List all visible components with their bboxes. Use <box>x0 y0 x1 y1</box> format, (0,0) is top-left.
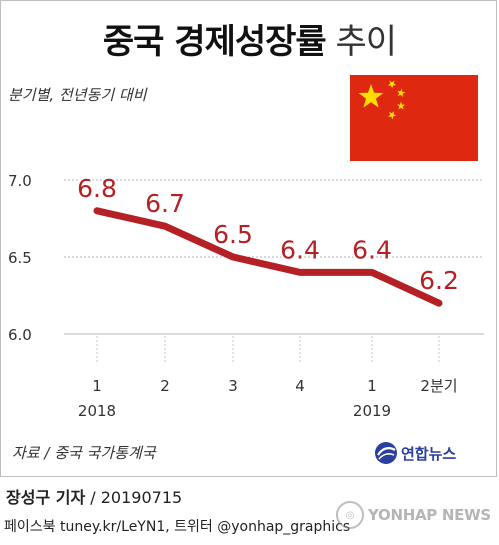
publish-date: / 20190715 <box>90 488 183 507</box>
line-chart: 7.0 6.5 6.0 1 2 3 4 1 2분기 2018 2019 6.8 6.7 6.5 6.4 6.4… <box>8 172 484 420</box>
x-tick-label: 2분기 <box>420 377 457 395</box>
x-tick-label: 1 <box>367 377 377 395</box>
chart-subtitle: 분기별, 전년동기 대비 <box>8 86 147 104</box>
flag-star <box>396 101 406 110</box>
title-trend: 추이 <box>335 22 398 62</box>
data-label: 6.4 <box>352 235 392 264</box>
data-label: 6.8 <box>77 174 117 203</box>
flag-star <box>358 84 384 108</box>
x-tick-label: 2 <box>160 377 170 395</box>
title-main: 중국 경제성장률 <box>102 22 327 62</box>
source-note: 자료 / 중국 국가통계국 <box>12 444 156 462</box>
x-tick-label: 4 <box>295 377 305 395</box>
reporter-name: 장성구 기자 <box>6 488 86 507</box>
flag-star <box>387 80 397 89</box>
y-tick-label: 6.0 <box>8 326 32 344</box>
year-label: 2018 <box>78 402 116 420</box>
flag-star <box>388 111 397 120</box>
flag-star <box>397 88 406 97</box>
x-tick-label: 1 <box>92 377 102 395</box>
x-tick-label: 3 <box>228 377 238 395</box>
series-line <box>93 207 443 307</box>
data-label: 6.5 <box>213 220 253 249</box>
y-tick-label: 6.5 <box>8 249 32 267</box>
yonhap-logo: 연합뉴스 <box>374 438 486 468</box>
contact-line: 페이스북 tuney.kr/LeYN1, 트위터 @yonhap_graphic… <box>4 519 351 535</box>
watermark-text: YONHAP NEWS <box>368 506 491 524</box>
year-label: 2019 <box>353 402 391 420</box>
y-tick-label: 7.0 <box>8 172 32 190</box>
yonhap-globe-icon <box>375 442 397 464</box>
watermark-icon: ◎ <box>336 501 364 529</box>
byline: 장성구 기자 / 20190715 <box>6 484 182 508</box>
data-label: 6.7 <box>145 189 185 218</box>
data-label: 6.4 <box>280 235 320 264</box>
yonhap-watermark: ◎ YONHAP NEWS <box>336 498 494 532</box>
chart-title: 중국 경제성장률 추이 <box>0 14 499 63</box>
china-flag-icon <box>350 75 478 161</box>
logo-text: 연합뉴스 <box>401 444 457 463</box>
data-label: 6.2 <box>419 266 459 295</box>
